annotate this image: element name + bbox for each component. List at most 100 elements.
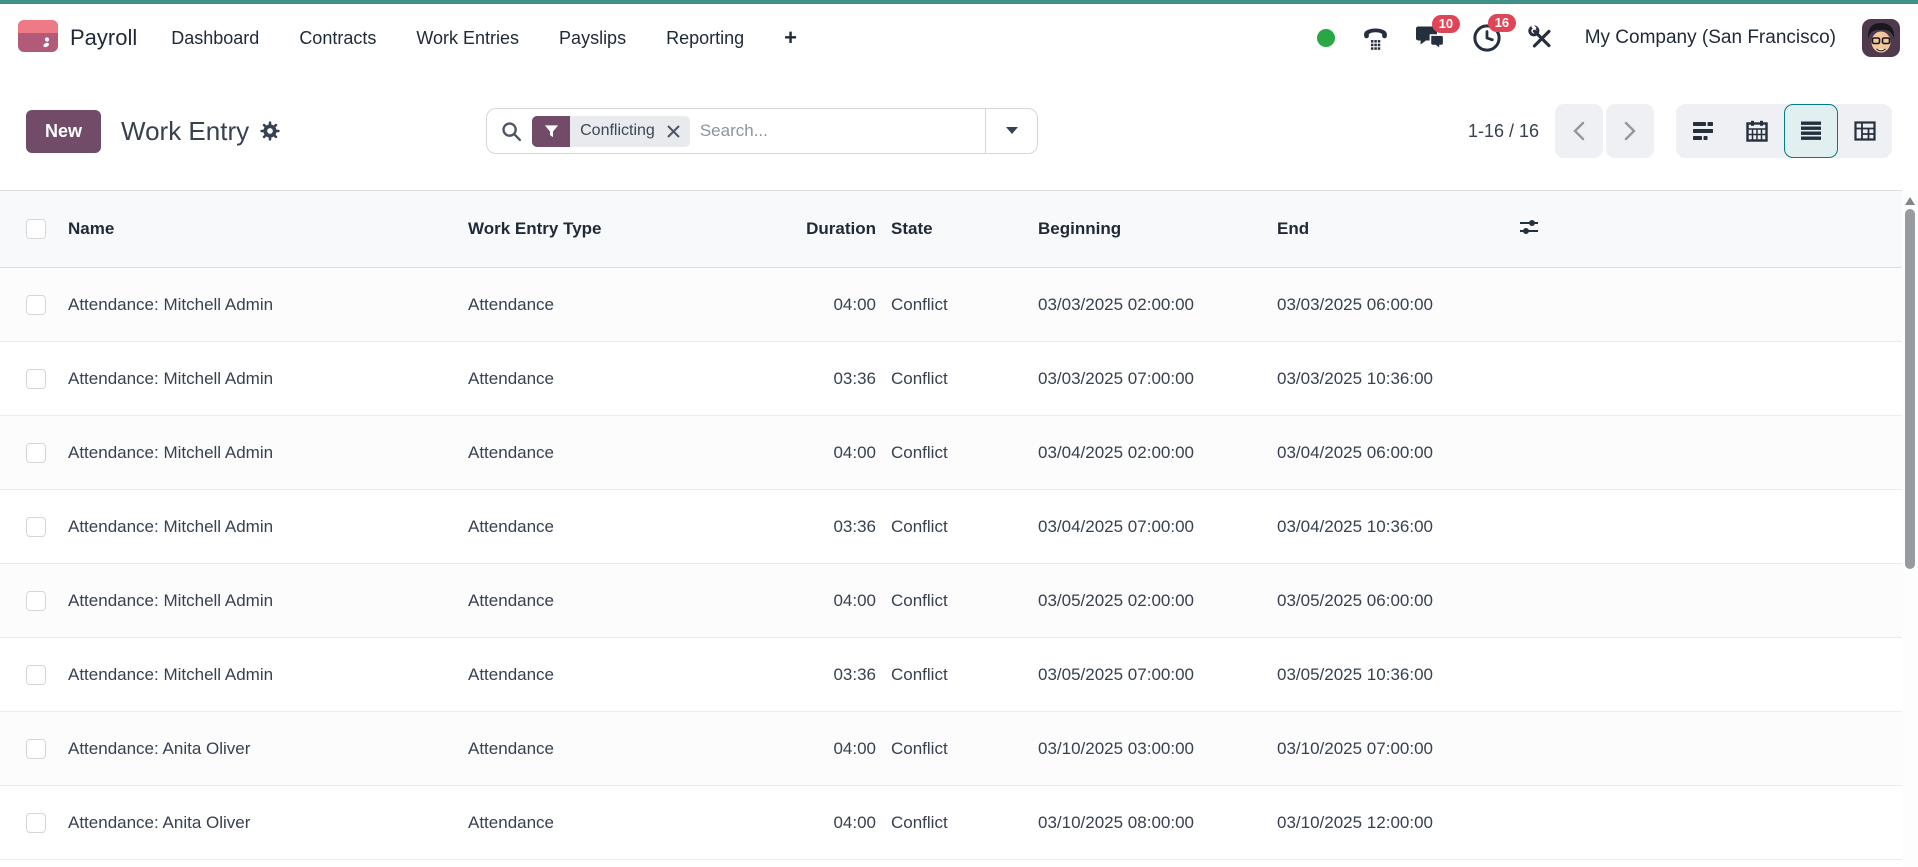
view-button-pivot[interactable] <box>1838 104 1892 158</box>
row-checkbox[interactable] <box>26 368 46 389</box>
row-checkbox[interactable] <box>26 590 46 611</box>
view-button-calendar[interactable] <box>1730 104 1784 158</box>
cell-state[interactable]: Conflict <box>891 590 948 610</box>
cell-work-entry-type[interactable]: Attendance <box>468 368 555 388</box>
column-header-name[interactable]: Name <box>68 219 115 238</box>
pager-previous-button[interactable] <box>1555 104 1603 158</box>
view-button-list[interactable] <box>1784 104 1838 158</box>
cell-end[interactable]: 03/05/2025 06:00:00 <box>1277 590 1433 610</box>
cell-duration[interactable]: 04:00 <box>833 812 876 832</box>
nav-item-reporting[interactable]: Reporting <box>666 27 745 48</box>
cell-state[interactable]: Conflict <box>891 368 948 388</box>
cell-state[interactable]: Conflict <box>891 442 948 462</box>
cell-end[interactable]: 03/10/2025 12:00:00 <box>1277 812 1433 832</box>
nav-item-payslips[interactable]: Payslips <box>559 27 627 48</box>
nav-item-work-entries[interactable]: Work Entries <box>416 27 520 48</box>
cell-end[interactable]: 03/05/2025 10:36:00 <box>1277 664 1433 684</box>
cell-beginning[interactable]: 03/04/2025 07:00:00 <box>1038 516 1194 536</box>
cell-work-entry-type[interactable]: Attendance <box>468 442 555 462</box>
cell-state[interactable]: Conflict <box>891 738 948 758</box>
table-row[interactable]: Attendance: Anita Oliver Attendance 04:0… <box>0 786 1902 860</box>
cell-beginning[interactable]: 03/04/2025 02:00:00 <box>1038 442 1194 462</box>
pager-next-button[interactable] <box>1606 104 1654 158</box>
cell-name[interactable]: Attendance: Mitchell Admin <box>68 294 274 314</box>
table-row[interactable]: Attendance: Mitchell Admin Attendance 03… <box>0 342 1902 416</box>
cell-work-entry-type[interactable]: Attendance <box>468 294 555 314</box>
tools-icon[interactable] <box>1528 24 1555 52</box>
cell-duration[interactable]: 03:36 <box>833 368 876 388</box>
scrollbar-thumb[interactable] <box>1905 209 1915 569</box>
cell-work-entry-type[interactable]: Attendance <box>468 812 555 832</box>
row-checkbox[interactable] <box>26 442 46 463</box>
cell-state[interactable]: Conflict <box>891 664 948 684</box>
messages-icon[interactable]: 10 <box>1415 15 1461 52</box>
new-button[interactable]: New <box>26 109 102 153</box>
cell-name[interactable]: Attendance: Anita Oliver <box>68 738 251 758</box>
cell-end[interactable]: 03/04/2025 06:00:00 <box>1277 442 1433 462</box>
adjust-columns-icon[interactable] <box>1518 217 1540 242</box>
nav-plus-button[interactable]: + <box>784 25 797 50</box>
column-header-end[interactable]: End <box>1277 219 1310 238</box>
cell-work-entry-type[interactable]: Attendance <box>468 590 555 610</box>
cell-duration[interactable]: 04:00 <box>833 442 876 462</box>
phone-icon[interactable] <box>1361 24 1390 53</box>
row-checkbox[interactable] <box>26 812 46 833</box>
cell-name[interactable]: Attendance: Mitchell Admin <box>68 442 274 462</box>
gear-icon[interactable] <box>259 120 281 142</box>
cell-state[interactable]: Conflict <box>891 516 948 536</box>
cell-end[interactable]: 03/04/2025 10:36:00 <box>1277 516 1433 536</box>
filter-facet[interactable]: Conflicting <box>532 115 690 147</box>
company-selector[interactable]: My Company (San Francisco) <box>1584 27 1836 48</box>
cell-duration[interactable]: 04:00 <box>833 590 876 610</box>
cell-beginning[interactable]: 03/05/2025 02:00:00 <box>1038 590 1194 610</box>
cell-work-entry-type[interactable]: Attendance <box>468 738 555 758</box>
user-avatar[interactable] <box>1862 19 1900 57</box>
cell-name[interactable]: Attendance: Mitchell Admin <box>68 664 274 684</box>
cell-duration[interactable]: 03:36 <box>833 516 876 536</box>
vertical-scrollbar[interactable] <box>1902 190 1918 867</box>
search-dropdown-toggle[interactable] <box>985 109 1037 153</box>
cell-state[interactable]: Conflict <box>891 294 948 314</box>
cell-end[interactable]: 03/03/2025 06:00:00 <box>1277 294 1433 314</box>
column-header-state[interactable]: State <box>891 219 933 238</box>
view-button-gantt[interactable] <box>1676 104 1730 158</box>
select-all-checkbox[interactable] <box>26 219 46 239</box>
cell-beginning[interactable]: 03/10/2025 08:00:00 <box>1038 812 1194 832</box>
scrollbar-up-arrow[interactable] <box>1905 197 1915 205</box>
cell-work-entry-type[interactable]: Attendance <box>468 516 555 536</box>
row-checkbox[interactable] <box>26 664 46 685</box>
table-row[interactable]: Attendance: Anita Oliver Attendance 04:0… <box>0 712 1902 786</box>
activities-icon[interactable]: 16 <box>1472 14 1517 53</box>
table-row[interactable]: Attendance: Mitchell Admin Attendance 03… <box>0 638 1902 712</box>
column-header-beginning[interactable]: Beginning <box>1038 219 1122 238</box>
cell-duration[interactable]: 04:00 <box>833 738 876 758</box>
column-header-work-entry-type[interactable]: Work Entry Type <box>468 219 602 238</box>
cell-duration[interactable]: 04:00 <box>833 294 876 314</box>
cell-beginning[interactable]: 03/03/2025 02:00:00 <box>1038 294 1194 314</box>
cell-name[interactable]: Attendance: Anita Oliver <box>68 812 251 832</box>
table-row[interactable]: Attendance: Mitchell Admin Attendance 04… <box>0 564 1902 638</box>
nav-item-contracts[interactable]: Contracts <box>299 27 377 48</box>
search-input[interactable] <box>689 121 986 141</box>
cell-beginning[interactable]: 03/10/2025 03:00:00 <box>1038 738 1194 758</box>
table-row[interactable]: Attendance: Mitchell Admin Attendance 04… <box>0 416 1902 490</box>
nav-item-dashboard[interactable]: Dashboard <box>171 27 260 48</box>
column-header-duration[interactable]: Duration <box>806 219 876 238</box>
row-checkbox[interactable] <box>26 294 46 315</box>
row-checkbox[interactable] <box>26 738 46 759</box>
close-icon[interactable] <box>665 116 690 147</box>
cell-duration[interactable]: 03:36 <box>833 664 876 684</box>
cell-beginning[interactable]: 03/05/2025 07:00:00 <box>1038 664 1194 684</box>
cell-state[interactable]: Conflict <box>891 812 948 832</box>
cell-beginning[interactable]: 03/03/2025 07:00:00 <box>1038 368 1194 388</box>
cell-end[interactable]: 03/10/2025 07:00:00 <box>1277 738 1433 758</box>
cell-work-entry-type[interactable]: Attendance <box>468 664 555 684</box>
table-row[interactable]: Attendance: Mitchell Admin Attendance 04… <box>0 268 1902 342</box>
cell-end[interactable]: 03/03/2025 10:36:00 <box>1277 368 1433 388</box>
cell-name[interactable]: Attendance: Mitchell Admin <box>68 590 274 610</box>
cell-name[interactable]: Attendance: Mitchell Admin <box>68 516 274 536</box>
row-checkbox[interactable] <box>26 516 46 537</box>
app-switcher[interactable]: Payroll <box>18 19 137 57</box>
cell-name[interactable]: Attendance: Mitchell Admin <box>68 368 274 388</box>
table-row[interactable]: Attendance: Mitchell Admin Attendance 03… <box>0 490 1902 564</box>
